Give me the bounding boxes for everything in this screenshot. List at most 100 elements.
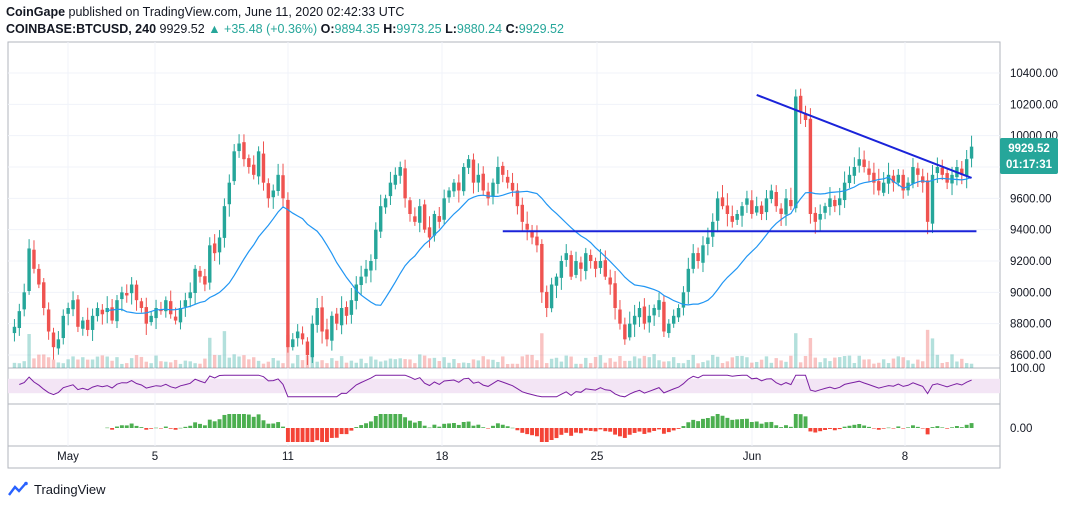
candle-body [476, 174, 481, 183]
volume-bar [398, 358, 402, 368]
volume-bar [276, 360, 280, 368]
macd-histogram-bar [701, 418, 705, 428]
price-tick-label: 10400.00 [1010, 68, 1058, 80]
volume-bar [447, 362, 451, 368]
author-name[interactable]: CoinGape [6, 5, 66, 19]
time-tick-label: 18 [436, 451, 449, 463]
volume-bar [32, 358, 36, 368]
macd-histogram-bar [251, 416, 256, 428]
candle-body [212, 243, 217, 254]
tradingview-logo-icon[interactable] [8, 481, 30, 497]
macd-histogram-bar [744, 418, 749, 428]
macd-histogram-bar [344, 428, 349, 435]
candle-body [730, 216, 734, 222]
volume-bar [37, 354, 41, 368]
candle-body [838, 198, 842, 206]
candle-body [676, 308, 681, 318]
volume-bar [916, 359, 920, 368]
volume-bar [422, 355, 427, 368]
volume-bar [823, 358, 827, 368]
volume-bar [418, 354, 422, 368]
volume-bar [779, 360, 783, 368]
volume-bar [598, 355, 603, 368]
macd-histogram-bar [681, 426, 686, 428]
macd-histogram-bar [715, 414, 720, 428]
high-value: 9973.25 [396, 22, 442, 36]
macd-histogram-bar [378, 414, 383, 428]
volume-bar [545, 363, 549, 368]
volume-bar [56, 362, 61, 368]
candle-body [745, 198, 749, 205]
candle-body [569, 255, 573, 277]
footer-brand[interactable]: TradingView [34, 481, 106, 497]
candle-body [930, 174, 935, 224]
volume-bar [711, 354, 715, 368]
macd-histogram-bar [671, 428, 676, 431]
volume-bar [344, 362, 349, 368]
rsi-axis-label: 100.00 [1010, 363, 1045, 375]
volume-bar [671, 357, 676, 368]
candle-body [559, 261, 564, 278]
candle-body [593, 261, 598, 269]
last-price: 9929.52 [159, 22, 205, 36]
candle-body [872, 172, 876, 183]
macd-histogram-bar [178, 427, 183, 429]
macd-histogram-bar [950, 427, 954, 428]
macd-histogram-bar [242, 414, 246, 428]
candle-body [66, 308, 70, 314]
candle-body [564, 253, 568, 260]
volume-bar [452, 359, 456, 368]
macd-histogram-bar [515, 428, 520, 431]
macd-histogram-bar [959, 427, 964, 428]
volume-bar [667, 361, 671, 368]
candle-body [46, 309, 51, 332]
symbol-name[interactable]: COINBASE:BTCUSD, 240 [6, 22, 157, 36]
candle-body [115, 300, 119, 322]
macd-histogram-bar [554, 428, 559, 439]
macd-histogram-bar [110, 428, 115, 430]
volume-bar [642, 355, 647, 368]
macd-histogram-bar [969, 423, 974, 428]
macd-histogram-bar [388, 414, 393, 428]
macd-histogram-bar [788, 426, 793, 428]
volume-bar [535, 360, 539, 368]
volume-bar [212, 354, 217, 368]
volume-bar [378, 361, 383, 368]
candle-body [305, 341, 310, 355]
macd-histogram-bar [749, 422, 754, 428]
candle-body [715, 198, 720, 221]
volume-bar [886, 363, 891, 368]
macd-histogram-bar [276, 422, 281, 428]
macd-histogram-bar [212, 421, 217, 428]
candle-body [886, 174, 891, 184]
candle-body [300, 333, 305, 340]
macd-histogram-bar [803, 416, 808, 428]
volume-bar [681, 363, 686, 368]
time-tick-label: Jun [743, 451, 762, 463]
volume-bar [867, 359, 871, 368]
volume-bar [90, 359, 95, 368]
candle-body [178, 308, 183, 323]
volume-bar [81, 357, 85, 368]
macd-histogram-bar [915, 426, 920, 428]
macd-histogram-bar [779, 427, 784, 428]
macd-histogram-bar [837, 428, 842, 430]
volume-bar [105, 356, 109, 368]
candle-body [501, 165, 505, 175]
volume-bar [159, 361, 163, 368]
trendlines[interactable] [502, 94, 977, 233]
volume-bar [61, 363, 65, 368]
macd-histogram-bar [647, 428, 652, 433]
volume-bar [393, 359, 398, 368]
candle-body [432, 214, 437, 236]
volume-bar [466, 362, 471, 368]
candle-body [867, 168, 871, 175]
volume-bar [281, 363, 285, 368]
macd-histogram-bar [334, 428, 339, 438]
candle-body [515, 190, 520, 207]
trendline [756, 94, 972, 179]
macd-histogram-bar [627, 428, 632, 435]
chart-area[interactable]: 8600.00 8800.00 9000.00 9200.00 9400.00 9600.… [0, 0, 1073, 478]
volume-bar [237, 356, 241, 368]
volume-bar [300, 360, 305, 368]
